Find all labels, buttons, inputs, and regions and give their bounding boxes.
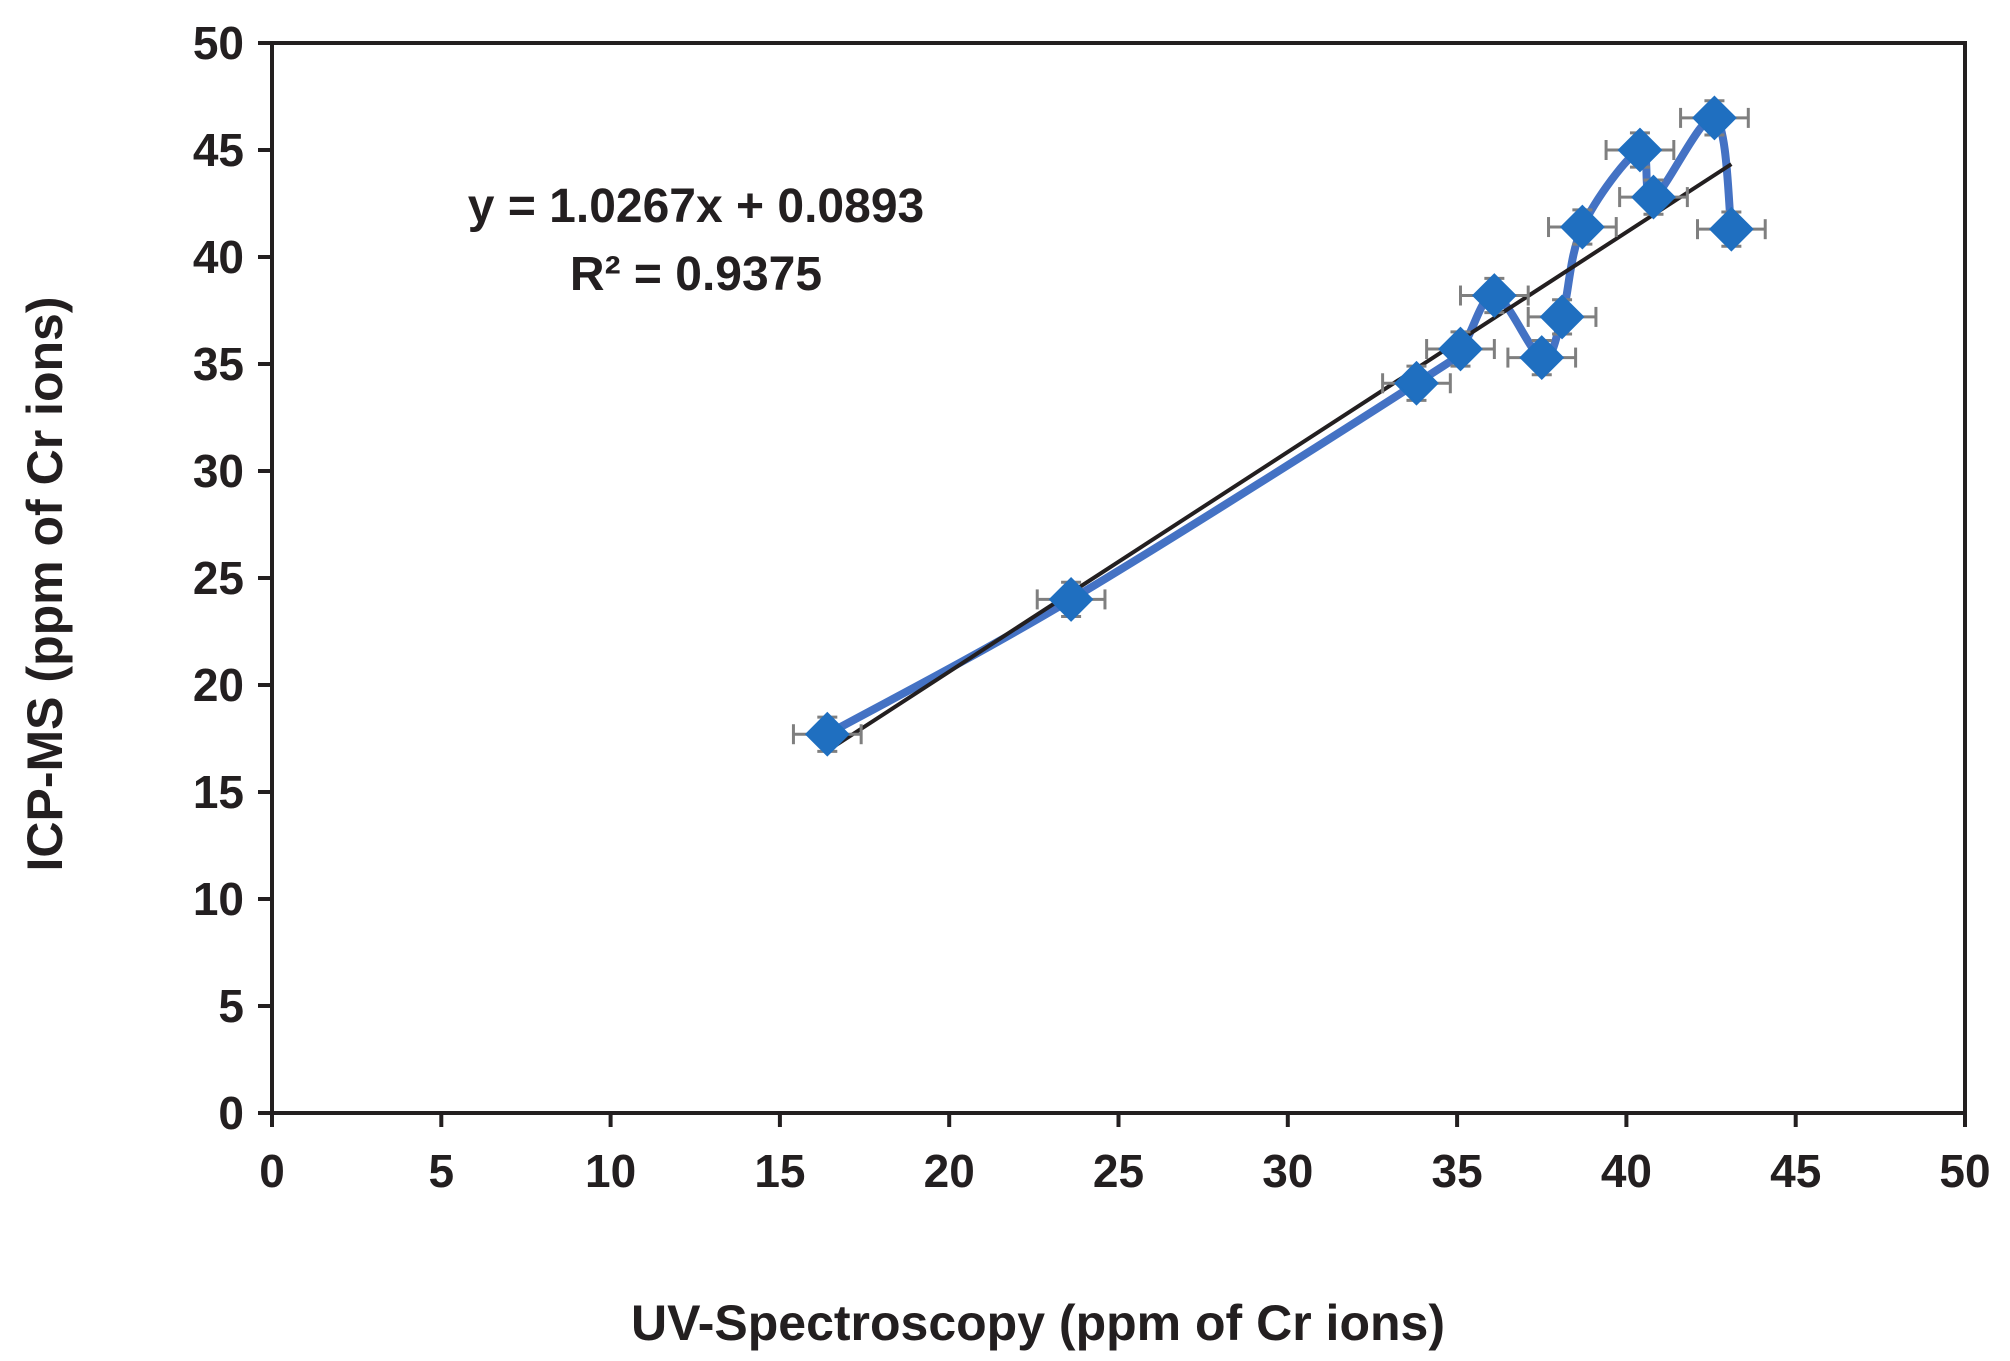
y-tick-label: 10 xyxy=(193,873,244,925)
x-axis-title: UV-Spectroscopy (ppm of Cr ions) xyxy=(631,1295,1445,1351)
y-tick-label: 20 xyxy=(193,659,244,711)
data-point-marker xyxy=(1617,127,1663,173)
r-squared-label: R² = 0.9375 xyxy=(570,248,822,301)
y-tick-label: 25 xyxy=(193,552,244,604)
y-tick-label: 50 xyxy=(193,17,244,69)
x-tick-label: 5 xyxy=(429,1145,455,1197)
x-axis: 0 5 10 15 20 25 30 35 40 45 50 xyxy=(259,1113,1991,1197)
data-point-marker xyxy=(1708,206,1754,252)
y-axis-title: ICP-MS (ppm of Cr ions) xyxy=(17,297,73,872)
data-point-marker xyxy=(1559,204,1605,250)
data-point-marker xyxy=(1048,576,1094,622)
y-tick-label: 30 xyxy=(193,445,244,497)
x-tick-label: 45 xyxy=(1770,1145,1821,1197)
trendline xyxy=(826,162,1733,753)
x-tick-label: 25 xyxy=(1093,1145,1144,1197)
x-tick-label: 20 xyxy=(924,1145,975,1197)
x-tick-label: 40 xyxy=(1601,1145,1652,1197)
markers-group xyxy=(804,95,1754,757)
data-point-marker xyxy=(1519,335,1565,380)
x-tick-label: 30 xyxy=(1262,1145,1313,1197)
data-point-marker xyxy=(1539,294,1585,340)
x-tick-label: 10 xyxy=(585,1145,636,1197)
trendline-group xyxy=(826,162,1733,753)
y-tick-label: 45 xyxy=(193,124,244,176)
x-tick-label: 35 xyxy=(1432,1145,1483,1197)
data-point-marker xyxy=(1631,174,1676,220)
data-point-marker xyxy=(1438,326,1483,372)
y-tick-label: 35 xyxy=(193,338,244,390)
y-axis: 0 5 10 15 20 25 30 35 40 45 50 xyxy=(193,17,272,1139)
y-tick-label: 0 xyxy=(218,1087,244,1139)
y-tick-label: 15 xyxy=(193,766,244,818)
trendline-equation: y = 1.0267x + 0.0893 xyxy=(468,180,924,233)
x-tick-label: 50 xyxy=(1939,1145,1990,1197)
data-point-marker xyxy=(804,711,850,757)
data-point-marker xyxy=(1471,273,1517,318)
y-tick-label: 5 xyxy=(218,980,244,1032)
data-point-marker xyxy=(1394,360,1439,406)
x-tick-label: 0 xyxy=(259,1145,285,1197)
x-tick-label: 15 xyxy=(754,1145,805,1197)
y-tick-label: 40 xyxy=(193,231,244,283)
data-point-marker xyxy=(1692,95,1737,141)
